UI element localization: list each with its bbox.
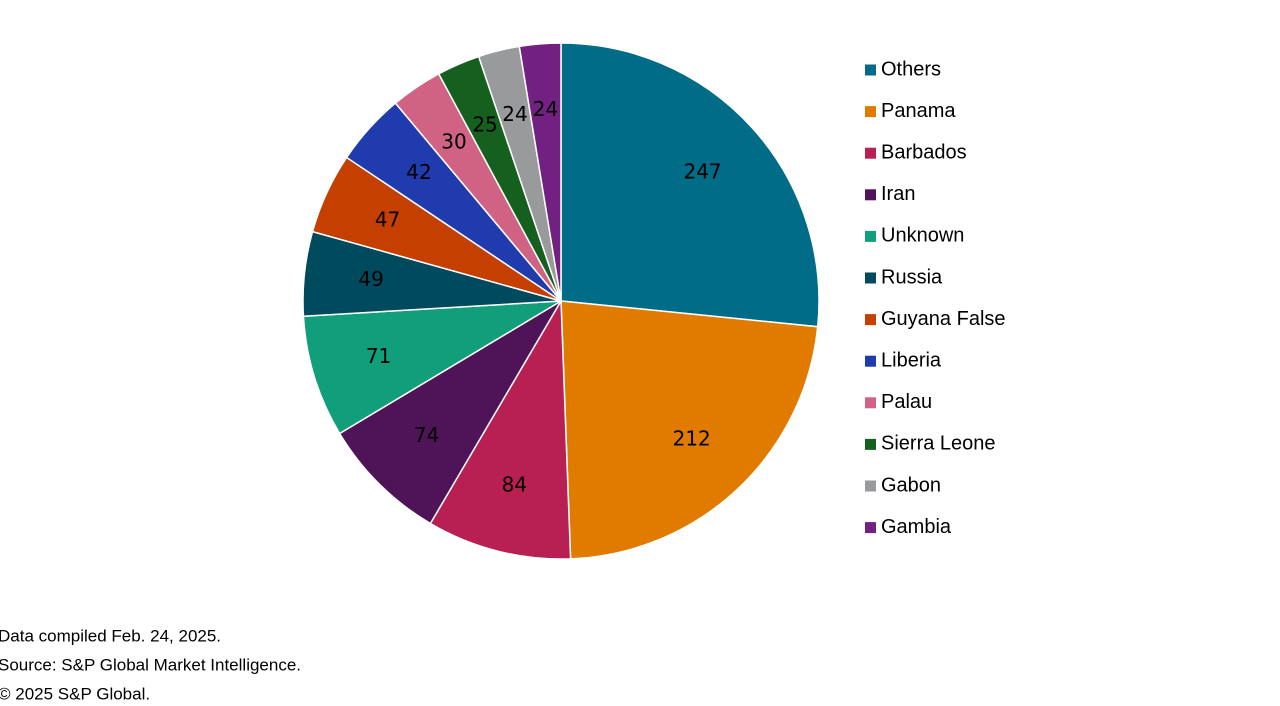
legend-label: Guyana False: [881, 308, 1006, 330]
footnote: Data compiled Feb. 24, 2025.: [0, 626, 221, 645]
data-label: 74: [414, 423, 439, 447]
data-label: 84: [502, 473, 527, 497]
legend-swatch: [865, 147, 876, 159]
data-label: 49: [358, 267, 383, 291]
data-label: 247: [683, 159, 721, 183]
legend-swatch: [865, 272, 876, 284]
pie-slice: [518, 42, 562, 302]
legend-swatch: [865, 397, 876, 409]
legend-label: Russia: [881, 266, 943, 288]
legend-label: Barbados: [881, 141, 967, 163]
data-label: 30: [441, 129, 466, 153]
data-label: 24: [533, 97, 558, 121]
legend-label: Panama: [881, 100, 956, 122]
pie-slice: [429, 298, 572, 560]
pie-slice: [560, 42, 820, 328]
legend-label: Unknown: [881, 225, 964, 247]
legend-swatch: [865, 438, 876, 450]
legend-swatch: [865, 522, 876, 534]
pie-slice: [338, 300, 562, 525]
data-label: 42: [406, 160, 431, 184]
data-label: 24: [502, 102, 527, 126]
footnote: © 2025 S&P Global.: [0, 684, 150, 703]
legend-label: Others: [881, 58, 941, 80]
legend-label: Gambia: [881, 516, 952, 538]
legend-swatch: [865, 64, 876, 76]
legend-label: Gabon: [881, 474, 941, 496]
legend-swatch: [865, 480, 876, 492]
legend-label: Iran: [881, 183, 915, 205]
legend-swatch: [865, 230, 876, 242]
footnote: Source: S&P Global Market Intelligence.: [0, 655, 301, 674]
legend-swatch: [865, 314, 876, 326]
legend-label: Liberia: [881, 349, 942, 371]
pie-slice: [560, 300, 819, 560]
legend-label: Sierra Leone: [881, 433, 996, 455]
data-label: 47: [375, 208, 400, 232]
data-label: 71: [366, 344, 391, 368]
data-label: 25: [472, 112, 497, 136]
legend-swatch: [865, 355, 876, 367]
legend-swatch: [865, 189, 876, 201]
data-label: 212: [673, 427, 711, 451]
legend-swatch: [865, 106, 876, 118]
pie-slice: [302, 300, 562, 435]
legend-label: Palau: [881, 391, 932, 413]
